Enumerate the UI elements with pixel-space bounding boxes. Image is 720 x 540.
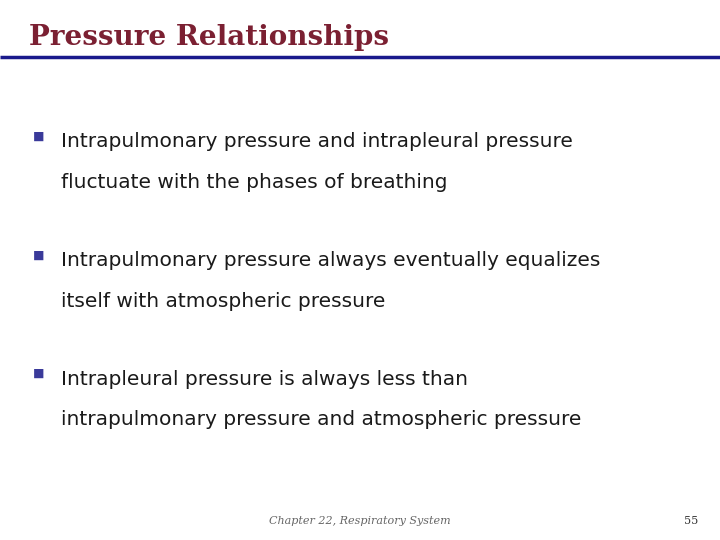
Text: fluctuate with the phases of breathing: fluctuate with the phases of breathing bbox=[61, 173, 448, 192]
Text: Chapter 22, Respiratory System: Chapter 22, Respiratory System bbox=[269, 516, 451, 526]
Text: Intrapleural pressure is always less than: Intrapleural pressure is always less tha… bbox=[61, 370, 468, 389]
Text: 55: 55 bbox=[684, 516, 698, 526]
Text: Intrapulmonary pressure and intrapleural pressure: Intrapulmonary pressure and intrapleural… bbox=[61, 132, 573, 151]
Text: ■: ■ bbox=[32, 130, 44, 143]
Text: ■: ■ bbox=[32, 367, 44, 380]
Text: Intrapulmonary pressure always eventually equalizes: Intrapulmonary pressure always eventuall… bbox=[61, 251, 600, 270]
Text: intrapulmonary pressure and atmospheric pressure: intrapulmonary pressure and atmospheric … bbox=[61, 410, 582, 429]
Text: itself with atmospheric pressure: itself with atmospheric pressure bbox=[61, 292, 386, 310]
Text: Pressure Relationships: Pressure Relationships bbox=[29, 24, 389, 51]
Text: ■: ■ bbox=[32, 248, 44, 261]
